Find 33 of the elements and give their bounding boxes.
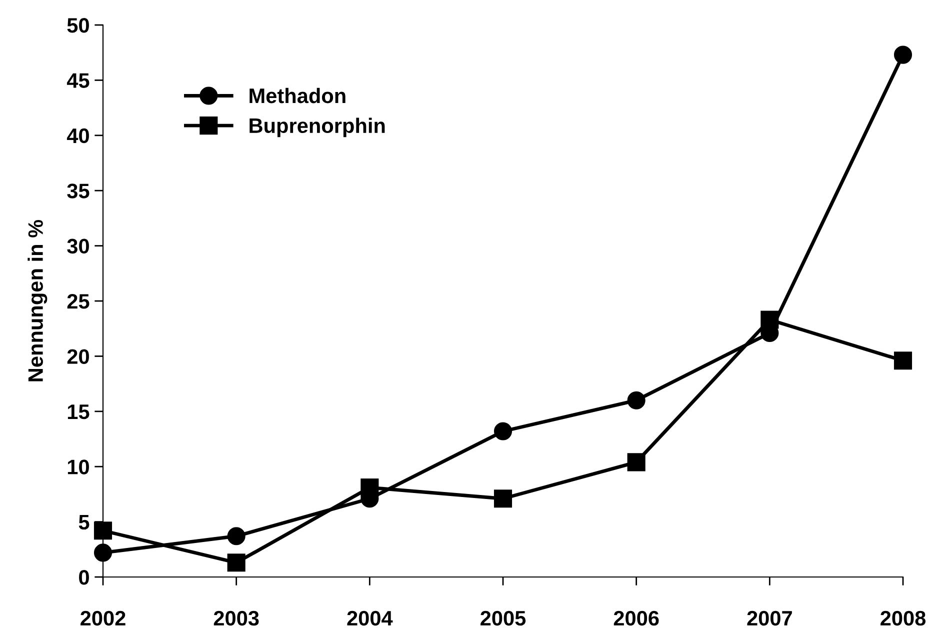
y-tick-label: 45 xyxy=(66,73,90,88)
x-tick-label: 2007 xyxy=(747,610,792,626)
point xyxy=(760,310,779,329)
legend-label: Buprenorphin xyxy=(250,118,385,138)
y-tick-label: 40 xyxy=(66,128,89,144)
point xyxy=(894,46,912,64)
x-tick-label: 2002 xyxy=(80,610,126,626)
x-tick-label: 2004 xyxy=(347,610,393,626)
point xyxy=(94,522,112,540)
y-tick-label: 35 xyxy=(67,184,90,198)
point xyxy=(627,391,646,410)
point xyxy=(360,478,379,497)
point xyxy=(494,422,512,440)
y-tick-label: 50 xyxy=(67,18,89,33)
point xyxy=(94,544,112,562)
y-tick-label: 20 xyxy=(67,349,89,364)
point xyxy=(627,453,646,472)
point xyxy=(894,352,912,370)
y-axis-title: Nennungen in % xyxy=(28,220,48,382)
y-tick-label: 10 xyxy=(68,460,89,474)
y-tick-label: 15 xyxy=(68,404,90,420)
x-tick-label: 2005 xyxy=(480,610,526,626)
y-tick-label: 25 xyxy=(67,294,90,309)
y-tick-label: 30 xyxy=(67,238,89,254)
x-tick-label: 2003 xyxy=(214,610,259,626)
legend-label: Methadon xyxy=(250,88,346,104)
point xyxy=(227,554,246,572)
x-tick-label: 2008 xyxy=(880,610,926,626)
y-tick-label: 5 xyxy=(78,515,90,530)
point xyxy=(227,527,246,546)
x-tick-label: 2006 xyxy=(614,610,659,626)
y-tick-label: 0 xyxy=(79,570,89,585)
point xyxy=(494,490,512,508)
